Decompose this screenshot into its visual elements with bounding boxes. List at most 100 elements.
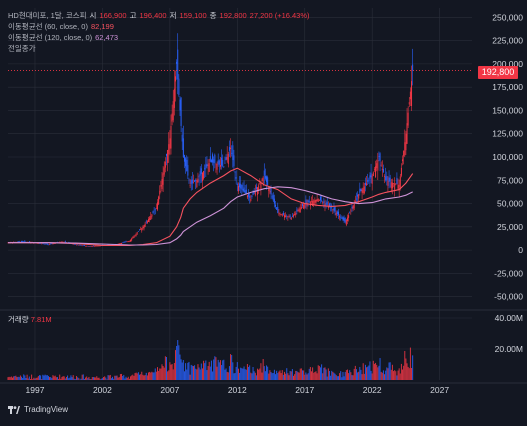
legend-ma120-row[interactable]: 이동평균선 (120, close, 0) 62,473 [8,32,310,43]
volume-bar [208,366,209,380]
volume-bar [249,365,250,380]
candle-body [83,245,84,246]
volume-bar [78,378,79,380]
volume-bar [59,375,60,380]
candle-body [409,102,410,104]
candle-body [126,242,127,243]
candle-body [241,185,242,190]
volume-bar [96,376,97,380]
volume-bar [45,375,46,380]
candle-body [315,200,316,203]
volume-bar [166,357,167,380]
volume-bar [19,377,20,380]
candle-body [182,135,183,142]
candle-body [168,144,169,154]
volume-bar [118,378,119,380]
candle-body [173,101,174,120]
candle-body [204,168,205,170]
volume-bar [350,372,351,380]
candle-body [377,160,378,170]
candle-body [351,207,352,208]
tradingview-brand[interactable]: TradingView [8,405,68,414]
volume-bar [205,360,206,380]
volume-bar [263,359,264,380]
volume-legend[interactable]: 거래량 7.81M [8,314,52,325]
candle-body [372,176,373,184]
candle-body [308,200,309,203]
volume-bar [30,379,31,380]
candle-body [190,185,191,186]
candle-body [46,244,47,245]
candle-body [177,50,178,80]
candle-body [144,225,145,228]
candle-body [150,216,151,220]
volume-bar [220,360,221,380]
time-tick-label: 2027 [430,385,449,395]
candle-body [300,208,301,212]
candle-body [184,155,185,162]
volume-bar [280,370,281,380]
volume-bar [269,370,270,380]
volume-bar [139,375,140,380]
close-label: 종 [210,10,217,21]
volume-bar [77,377,78,380]
volume-bar [81,379,82,380]
candle-body [213,159,214,163]
legend-prevclose-row[interactable]: 전일종가 [8,43,310,54]
volume-bar [160,369,161,380]
volume-bar [174,363,175,380]
volume-bar [153,372,154,380]
volume-bar [272,373,273,380]
volume-bar [278,372,279,380]
candle-body [161,179,162,189]
volume-bar [336,375,337,380]
candle-body [354,204,355,209]
candle-body [264,170,265,175]
volume-bar [127,378,128,380]
volume-bar [67,375,68,380]
volume-bar [311,371,312,380]
legend-ma60-row[interactable]: 이동평균선 (60, close, 0) 82,199 [8,21,310,32]
candle-body [303,205,304,209]
volume-bar [38,376,39,380]
volume-bar [135,373,136,380]
volume-bar [28,378,29,380]
volume-bar [110,375,111,380]
volume-bar [229,366,230,380]
volume-bar [383,370,384,380]
candle-body [314,200,315,203]
time-tick-label: 2012 [228,385,247,395]
volume-bar [214,356,215,380]
volume-bar [333,373,334,380]
volume-bar [322,373,323,380]
volume-bar [90,379,91,380]
candle-body [157,202,158,209]
volume-bar [132,375,133,380]
volume-bar [338,376,339,380]
candle-body [45,244,46,245]
volume-bar [376,365,377,380]
candle-body [394,183,395,189]
candle-body [77,245,78,246]
candle-body [181,97,182,126]
candle-body [363,188,364,193]
candle-body [323,201,324,202]
volume-bar [41,379,42,380]
volume-bar [384,374,385,380]
candle-body [175,76,176,81]
volume-bar [392,365,393,380]
volume-bar [224,370,225,380]
symbol-title[interactable]: HD현대미포, 1달, 코스피 [8,10,87,21]
volume-bar [302,370,303,380]
volume-bar [378,366,379,380]
candle-body [160,185,161,187]
candle-body [365,183,366,185]
volume-bar [357,372,358,380]
time-tick-label: 2002 [93,385,112,395]
volume-bar [300,369,301,380]
candle-body [333,207,334,210]
candle-body [233,155,234,166]
candle-body [336,213,337,215]
